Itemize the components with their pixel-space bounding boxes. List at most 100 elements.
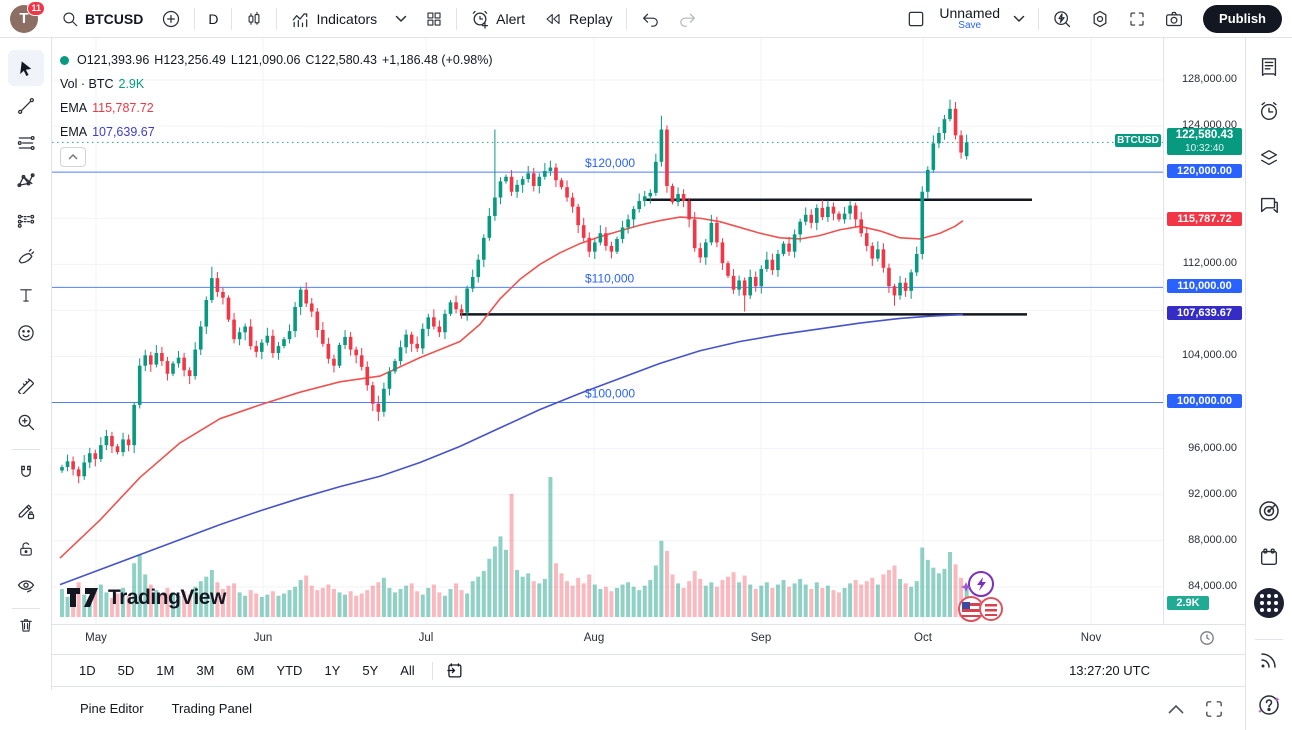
month-label-aug[interactable]: Aug <box>583 632 605 644</box>
calendar-panel[interactable] <box>1253 541 1285 573</box>
publish-button[interactable]: Publish <box>1203 4 1282 33</box>
symbol-price-tag: BTCUSD <box>1115 134 1161 148</box>
replay-label: Replay <box>568 10 613 27</box>
cursor-icon <box>17 59 36 78</box>
time-axis[interactable]: May Jun Jul Aug Sep Oct Nov <box>52 624 1245 654</box>
alert-button[interactable]: Alert <box>461 4 534 34</box>
brush-tool[interactable] <box>8 239 44 275</box>
clock-utc[interactable]: 13:27:20 UTC <box>1069 663 1150 678</box>
chart-plot[interactable]: $120,000 $110,000 $100,000 O121,393.96 H123… <box>52 38 1163 624</box>
text-icon <box>17 286 35 304</box>
watchlist-panel[interactable] <box>1253 51 1285 83</box>
lock-drawings-tool[interactable] <box>8 531 44 567</box>
indicators-button[interactable]: Indicators <box>281 4 386 34</box>
redo-button[interactable] <box>669 4 707 34</box>
chart-style-button[interactable] <box>236 4 272 34</box>
projection-tool[interactable] <box>8 202 44 238</box>
layout-select-button[interactable] <box>897 4 935 34</box>
fib-retracement-tool[interactable] <box>8 125 44 161</box>
watermark-text: TradingView <box>108 586 226 609</box>
interval-button[interactable]: D <box>199 4 227 34</box>
zoom-in-tool[interactable] <box>8 404 44 440</box>
settings-button[interactable] <box>1081 4 1119 34</box>
bar-countdown: 10:32:40 <box>1185 142 1224 154</box>
price-badge: 107,639.67 <box>1167 306 1242 321</box>
price-scale[interactable]: 128,000.00 124,000.00 112,000.00 104,000.00… <box>1115 38 1245 624</box>
price-badge: 115,787.72 <box>1167 212 1242 227</box>
user-menu[interactable]: T 11 <box>10 0 45 33</box>
range-1d[interactable]: 1D <box>71 660 104 681</box>
indicators-icon <box>290 9 310 29</box>
compare-add-button[interactable] <box>152 4 190 34</box>
volume-legend-row[interactable]: Vol · BTC 2.9K <box>60 72 493 96</box>
range-1y[interactable]: 1Y <box>316 660 348 681</box>
apps-menu[interactable] <box>1253 587 1285 619</box>
tab-pine-editor[interactable]: Pine Editor <box>80 701 144 716</box>
ruler-icon <box>16 374 36 394</box>
timezone-clock-icon[interactable] <box>1199 630 1215 646</box>
hide-drawings-tool[interactable] <box>8 568 44 604</box>
tab-trading-panel[interactable]: Trading Panel <box>171 701 253 716</box>
ema-fast-legend-row[interactable]: EMA 115,787.72 <box>60 96 493 120</box>
range-5y[interactable]: 5Y <box>354 660 386 681</box>
range-all[interactable]: All <box>392 660 422 681</box>
alert-clock-icon <box>470 9 490 29</box>
ohlc-part-3: C122,580.43 <box>305 53 377 67</box>
ohlc-part-0: O121,393.96 <box>77 53 150 67</box>
chart-canvas[interactable]: $120,000 $110,000 $100,000 <box>52 38 1163 624</box>
magnet-icon <box>16 463 36 483</box>
emoji-tool[interactable] <box>8 315 44 351</box>
object-tree-panel[interactable] <box>1253 142 1285 174</box>
help-button[interactable] <box>1253 689 1285 721</box>
brush-icon <box>16 247 36 267</box>
range-5d[interactable]: 5D <box>110 660 143 681</box>
toolbar-divider <box>12 449 40 450</box>
ema-slow-label: EMA <box>60 125 88 139</box>
cursor-tool[interactable] <box>8 50 44 86</box>
save-label[interactable]: Save <box>958 19 982 31</box>
ema-slow-legend-row[interactable]: EMA 107,639.67 <box>60 120 493 144</box>
month-label-nov[interactable]: Nov <box>1080 632 1102 644</box>
chat-panel[interactable] <box>1253 189 1285 221</box>
ohlc-part-4: +1,186.48 (+0.98%) <box>382 53 493 67</box>
projection-icon <box>16 210 36 230</box>
range-1m[interactable]: 1M <box>148 660 182 681</box>
broadcast-panel[interactable] <box>1253 644 1285 676</box>
ema-fast-label: EMA <box>60 101 88 115</box>
pattern-tool[interactable] <box>8 163 44 199</box>
range-6m[interactable]: 6M <box>228 660 262 681</box>
measure-tool[interactable] <box>8 366 44 402</box>
layout-name-button[interactable]: Unnamed Save <box>935 6 1004 31</box>
indicator-templates-button[interactable] <box>386 4 416 34</box>
alarmclock-icon <box>1258 100 1280 122</box>
month-label-jun[interactable]: Jun <box>253 632 273 644</box>
month-label-sep[interactable]: Sep <box>750 632 772 644</box>
trend-line-tool[interactable] <box>8 88 44 124</box>
panel-expand-chevron-icon[interactable] <box>1167 700 1185 718</box>
replay-button[interactable]: Replay <box>534 4 622 34</box>
layout-menu-chevron[interactable] <box>1004 4 1034 34</box>
range-3m[interactable]: 3M <box>188 660 222 681</box>
symbol-search-button[interactable]: BTCUSD <box>52 4 152 34</box>
month-label-may[interactable]: May <box>85 632 107 644</box>
text-tool[interactable] <box>8 277 44 313</box>
quick-search-button[interactable] <box>1043 4 1081 34</box>
magnet-tool[interactable] <box>8 455 44 491</box>
range-ytd[interactable]: YTD <box>268 660 310 681</box>
ohlc-legend-row[interactable]: O121,393.96 H123,256.49 L121,090.06 C122,58… <box>60 48 493 72</box>
snapshot-button[interactable] <box>1155 4 1193 34</box>
panel-maximize-icon[interactable] <box>1205 700 1223 718</box>
legend-collapse-button[interactable] <box>60 147 86 167</box>
month-label-jul[interactable]: Jul <box>418 632 434 644</box>
go-to-date-icon[interactable] <box>445 661 464 680</box>
price-tick: 92,000.00 <box>1188 487 1237 500</box>
grid-layout-button[interactable] <box>416 4 452 34</box>
undo-button[interactable] <box>631 4 669 34</box>
fullscreen-button[interactable] <box>1119 4 1155 34</box>
alerts-panel[interactable] <box>1253 95 1285 127</box>
month-label-oct[interactable]: Oct <box>914 632 932 644</box>
remove-drawings-tool[interactable] <box>8 607 44 643</box>
drawing-mode-tool[interactable] <box>8 493 44 529</box>
data-window-panel[interactable] <box>1253 495 1285 527</box>
